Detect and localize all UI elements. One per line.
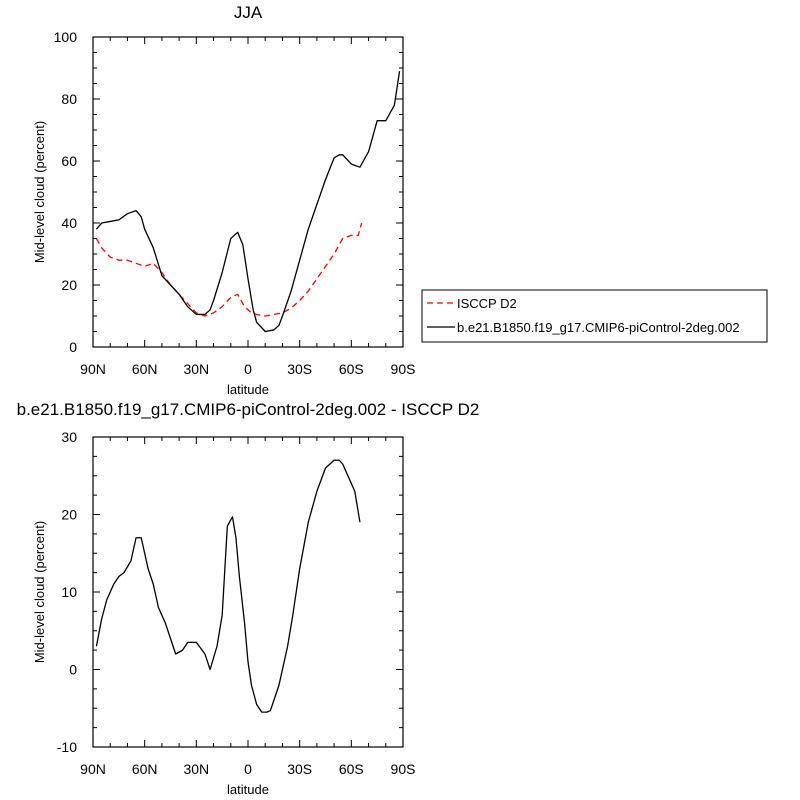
chart-panel-1: JJA 90N 60N 30N 0 30S 60S 90S 0 20 40 60 80 100 latitu…	[32, 3, 768, 397]
x-tick-label: 30N	[183, 361, 209, 377]
chart-title: JJA	[234, 3, 263, 22]
legend-label: ISCCP D2	[457, 296, 517, 311]
x-axis-label: latitude	[227, 382, 269, 397]
legend-label: b.e21.B1850.f19_g17.CMIP6-piControl-2deg…	[457, 320, 740, 335]
chart-panel-2: b.e21.B1850.f19_g17.CMIP6-piControl-2deg…	[17, 400, 480, 797]
series-line-1	[95, 459, 361, 713]
series-line-1	[95, 222, 363, 317]
legend: ISCCP D2 b.e21.B1850.f19_g17.CMIP6-piCont…	[421, 289, 768, 343]
y-tick-label: 20	[61, 507, 77, 523]
x-tick-label: 60S	[339, 761, 364, 777]
y-tick-label: 0	[69, 339, 77, 355]
x-tick-label: 60N	[132, 361, 158, 377]
x-tick-label: 60S	[339, 361, 364, 377]
x-axis-label: latitude	[227, 782, 269, 797]
plot-frame	[92, 436, 404, 748]
series-line-2	[95, 71, 401, 333]
x-tick-label: 90N	[80, 761, 106, 777]
y-tick-label: 60	[61, 153, 77, 169]
x-tick-label: 0	[244, 361, 252, 377]
y-tick-label: 100	[54, 29, 78, 45]
x-tick-label: 30S	[287, 761, 312, 777]
y-tick-label: 80	[61, 91, 77, 107]
x-tick-label: 90S	[391, 761, 416, 777]
legend-box	[421, 289, 768, 343]
y-tick-label: 0	[69, 662, 77, 678]
y-tick-label: -10	[57, 739, 77, 755]
y-tick-label: 40	[61, 215, 77, 231]
y-tick-label: 10	[61, 584, 77, 600]
y-tick-label: 20	[61, 277, 77, 293]
chart-title: b.e21.B1850.f19_g17.CMIP6-piControl-2deg…	[17, 400, 480, 419]
x-tick-label: 90N	[80, 361, 106, 377]
y-axis-label: Mid-level cloud (percent)	[32, 521, 47, 663]
y-tick-label: 30	[61, 429, 77, 445]
x-tick-label: 60N	[132, 761, 158, 777]
x-tick-label: 30S	[287, 361, 312, 377]
y-axis-label: Mid-level cloud (percent)	[32, 121, 47, 263]
x-tick-label: 0	[244, 761, 252, 777]
x-tick-label: 90S	[391, 361, 416, 377]
x-tick-label: 30N	[183, 761, 209, 777]
plot-frame	[92, 36, 404, 348]
